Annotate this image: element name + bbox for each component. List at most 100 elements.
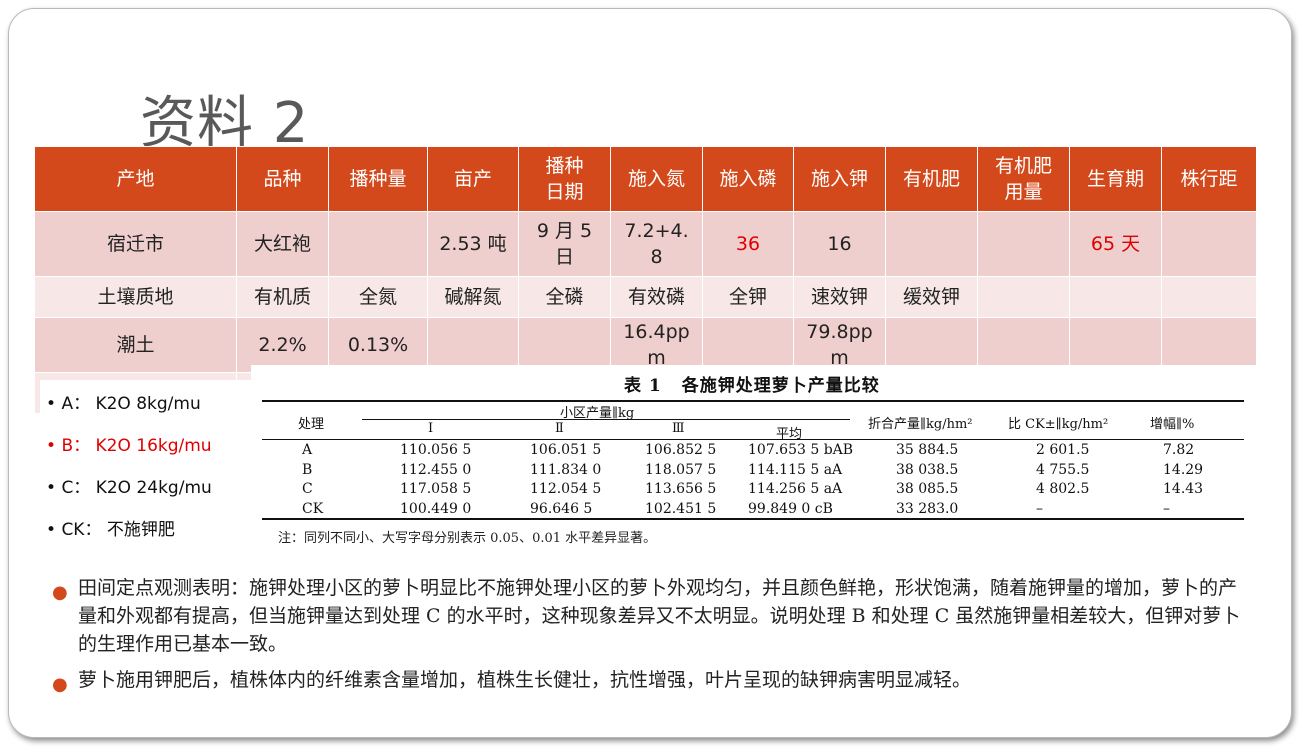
- table-cell: [1161, 211, 1257, 277]
- table-cell: 全磷: [518, 276, 611, 318]
- col-converted: 折合产量∥kg/hm²: [868, 417, 973, 432]
- header-cell: 施入钾: [793, 146, 886, 212]
- table-cell: [1069, 317, 1162, 373]
- header-cell: 亩产: [427, 146, 519, 212]
- table-cell: 速效钾: [793, 276, 886, 318]
- table-cell: 有效磷: [610, 276, 703, 318]
- header-cell: 施入磷: [702, 146, 794, 212]
- bullet-item: ● 萝卜施用钾肥后，植株体内的纤维素含量增加，植株生长健壮，抗性增强，叶片呈现的缺…: [52, 666, 1242, 695]
- legend-item-ck: • CK： 不施钾肥: [46, 520, 175, 540]
- table-cell: [977, 276, 1070, 318]
- table-cell: 缓效钾: [885, 276, 978, 318]
- yield-cell: 112.455 0: [400, 461, 472, 478]
- table-cell: 36: [702, 211, 794, 277]
- yield-cell: 96.646 5: [530, 500, 593, 517]
- yield-cell: CK: [302, 500, 324, 517]
- yield-cell: 4 802.5: [1036, 481, 1090, 497]
- header-cell: 有机肥: [885, 146, 978, 212]
- table-cell: [885, 211, 978, 277]
- header-cell: 产地: [34, 146, 237, 212]
- yield-cell: B: [302, 461, 313, 478]
- table-cell: 16: [793, 211, 886, 277]
- yield-cell: 100.449 0: [400, 500, 472, 517]
- yield-cell: 4 755.5: [1036, 461, 1090, 478]
- table-cell: [1161, 317, 1257, 373]
- table-row: 土壤质地 有机质 全氮 碱解氮 全磷 有效磷 全钾 速效钾 缓效钾: [34, 276, 1257, 318]
- top-rule: [262, 400, 1244, 402]
- yield-cell: 14.29: [1163, 461, 1204, 478]
- bullet-item: ● 田间定点观测表明：施钾处理小区的萝卜明显比不施钾处理小区的萝卜外观均匀，并且颜…: [52, 577, 1241, 655]
- yield-cell: 106.051 5: [530, 442, 602, 458]
- yield-cell: 38 038.5: [896, 461, 959, 478]
- yield-table-panel: [251, 365, 1257, 547]
- slide-title: 资料 2: [140, 91, 310, 156]
- table-cell: 全钾: [702, 276, 794, 318]
- header-cell: 播种量: [328, 146, 428, 212]
- table-cell: 有机质: [236, 276, 329, 318]
- table-cell: 16.4pp m: [610, 317, 703, 373]
- header-cell: 有机肥 用量: [977, 146, 1070, 212]
- col-plot-yield: 小区产量∥kg: [560, 406, 635, 421]
- yield-cell: 7.82: [1163, 442, 1195, 458]
- col-vs-ck: 比 CK±∥kg/hm²: [1008, 417, 1109, 432]
- yield-table-title: 表 1 各施钾处理萝卜产量比较: [624, 376, 880, 396]
- table-cell: [1161, 276, 1257, 318]
- bottom-rule: [262, 518, 1244, 520]
- legend-item-a: • A： K2O 8kg/mu: [46, 394, 201, 414]
- yield-cell: 118.057 5: [645, 461, 717, 478]
- yield-cell: 107.653 5 bAB: [748, 442, 854, 458]
- yield-cell: 38 085.5: [896, 481, 959, 497]
- yield-cell: 113.656 5: [645, 481, 717, 497]
- col-treatment: 处理: [298, 417, 325, 432]
- yield-cell: 99.849 0 cB: [748, 500, 833, 517]
- header-cell: 品种: [236, 146, 329, 212]
- yield-cell: 114.256 5 aA: [748, 481, 843, 497]
- yield-cell: 14.43: [1163, 481, 1204, 497]
- yield-cell: 2 601.5: [1036, 442, 1090, 458]
- table-cell: [518, 317, 611, 373]
- header-cell: 施入氮: [610, 146, 703, 212]
- col-i: Ⅰ: [428, 421, 434, 436]
- table-cell: 79.8pp m: [793, 317, 886, 373]
- col-iii: Ⅲ: [672, 421, 685, 436]
- bullet-icon: ●: [52, 674, 68, 695]
- table-cell: 2.53 吨: [427, 211, 519, 277]
- table-cell: [328, 211, 428, 277]
- table-cell: 碱解氮: [427, 276, 519, 318]
- table-cell: [885, 317, 978, 373]
- yield-table-note: 注：同列不同小、大写字母分别表示 0.05、0.01 水平差异显著。: [278, 531, 657, 546]
- table-cell: [427, 317, 519, 373]
- table-cell: 宿迁市: [34, 211, 237, 277]
- legend-item-b: • B： K2O 16kg/mu: [46, 436, 212, 456]
- treatment-legend: • A： K2O 8kg/mu • B： K2O 16kg/mu • C： K2…: [40, 380, 254, 546]
- yield-cell: 33 283.0: [896, 500, 959, 517]
- table-cell: 全氮: [328, 276, 428, 318]
- yield-cell: –: [1163, 500, 1170, 517]
- table-header-row: 产地 品种 播种量 亩产 播种 日期 施入氮 施入磷 施入钾 有机肥 有机肥 用量 生育期 株行距: [34, 146, 1257, 212]
- table-cell: [977, 211, 1070, 277]
- body-bullets: ● 田间定点观测表明：施钾处理小区的萝卜明显比不施钾处理小区的萝卜外观均匀，并且颜…: [52, 574, 1242, 702]
- yield-cell: 102.451 5: [645, 500, 717, 517]
- bullet-icon: ●: [52, 582, 68, 603]
- yield-cell: 117.058 5: [400, 481, 472, 497]
- table-cell: 潮土: [34, 317, 237, 373]
- sub-rule: [362, 419, 850, 420]
- yield-cell: 111.834 0: [530, 461, 602, 478]
- header-rule: [262, 439, 1244, 440]
- header-cell: 播种 日期: [518, 146, 611, 212]
- yield-cell: 112.054 5: [530, 481, 602, 497]
- yield-cell: 106.852 5: [645, 442, 717, 458]
- header-cell: 株行距: [1161, 146, 1257, 212]
- table-cell: 65 天: [1069, 211, 1162, 277]
- col-increase: 增幅∥%: [1150, 417, 1195, 432]
- table-row: 潮土 2.2% 0.13% 16.4pp m 79.8pp m: [34, 317, 1257, 373]
- col-avg: 平均: [776, 427, 803, 442]
- col-ii: Ⅱ: [555, 421, 564, 436]
- yield-cell: 114.115 5 aA: [748, 461, 843, 478]
- table-cell: 土壤质地: [34, 276, 237, 318]
- table-cell: [977, 317, 1070, 373]
- yield-cell: C: [302, 481, 313, 497]
- header-cell: 生育期: [1069, 146, 1162, 212]
- yield-cell: 110.056 5: [400, 442, 472, 458]
